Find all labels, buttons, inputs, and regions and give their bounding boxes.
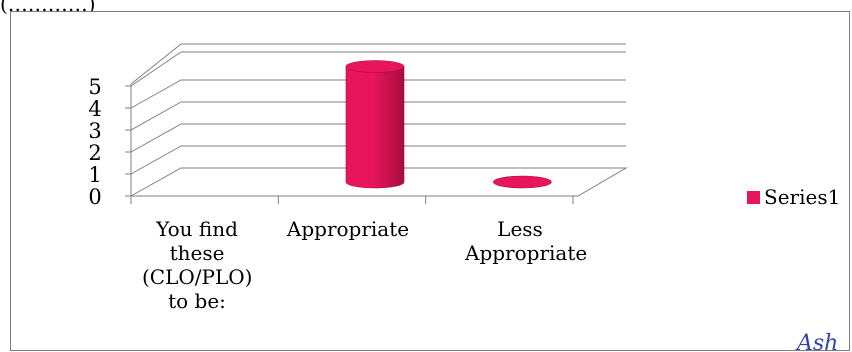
legend: Series1 bbox=[747, 185, 840, 209]
side-gridline-4 bbox=[130, 79, 182, 109]
side-gridline-1 bbox=[130, 145, 182, 175]
legend-label: Series1 bbox=[764, 185, 841, 209]
side-gridline-5 bbox=[130, 51, 182, 87]
x-category-label-2: Less Appropriate bbox=[465, 217, 588, 265]
y-tick-label-3: 3 bbox=[88, 119, 101, 143]
y-tick-label-5: 5 bbox=[88, 75, 101, 99]
legend-swatch bbox=[747, 190, 760, 204]
y-tick-label-1: 1 bbox=[88, 163, 101, 187]
chart-frame: 0 1 2 3 4 5 Ash You find these (CLO/PLO) to be… bbox=[10, 11, 850, 352]
side-gridline-2 bbox=[130, 123, 182, 153]
x-category-label-1: Appropriate bbox=[286, 217, 410, 241]
side-gridline-3 bbox=[130, 101, 182, 131]
y-tick-label-2: 2 bbox=[88, 141, 101, 165]
y-tick-label-0: 0 bbox=[88, 185, 101, 209]
bar-top-1 bbox=[345, 60, 405, 73]
y-tick-label-4: 4 bbox=[88, 97, 101, 121]
side-wall-top-edge bbox=[130, 43, 182, 85]
bar-1 bbox=[345, 66, 405, 189]
bar-2 bbox=[493, 175, 552, 189]
signature-watermark: Ash bbox=[795, 331, 838, 352]
x-category-label-0: You find these (CLO/PLO) to be: bbox=[142, 217, 253, 313]
